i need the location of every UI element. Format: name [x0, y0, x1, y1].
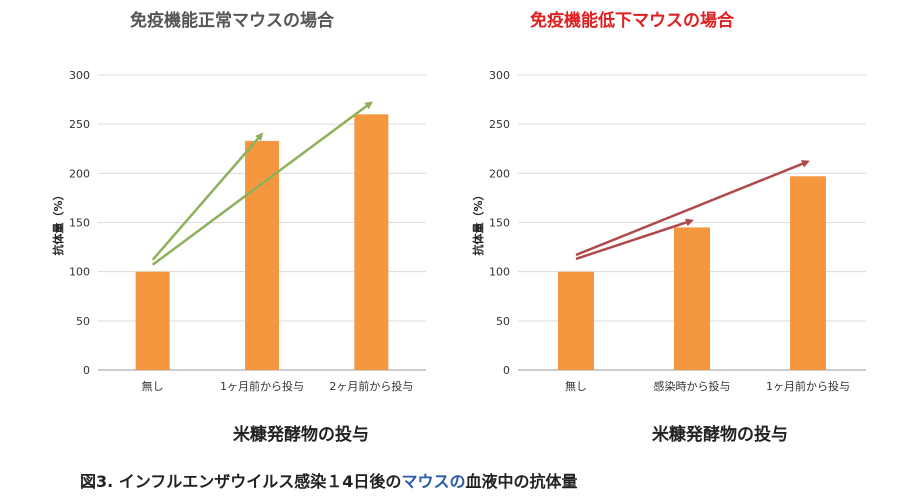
chart-0-bar	[135, 271, 170, 370]
chart-0-y-tick-label: 100	[69, 266, 90, 279]
chart-1-y-tick-label: 250	[489, 118, 510, 131]
caption-highlight: マウスの	[401, 472, 466, 491]
chart-1-x-tick-label: 感染時から投与	[654, 379, 731, 393]
left-chart-title: 免疫機能正常マウスの場合	[130, 11, 334, 31]
chart-1-trend-arrow	[575, 218, 694, 261]
figure-caption: 図3. インフルエンザウイルス感染１4日後のマウスの血液中の抗体量	[80, 468, 577, 492]
right-chart: 0 50 100 150 200 250 300 抗体量（%） 無し 感染時から投与 1ヶ月前から投…	[471, 69, 866, 393]
chart-0-x-tick-label: 無し	[142, 379, 164, 393]
chart-1-y-tick-label: 0	[503, 364, 510, 377]
chart-1-bar	[674, 227, 710, 370]
chart-0-y-tick-label: 250	[69, 118, 90, 131]
left-chart: 0 50 100 150 200 250 300 抗体量（%） 無し 1ヶ月前から投与 2ヶ月前から…	[51, 69, 426, 393]
chart-0-bar	[245, 140, 279, 370]
chart-1-bar	[558, 271, 594, 370]
chart-1-bar	[790, 176, 826, 370]
chart-0-y-tick-label: 0	[83, 364, 90, 377]
chart-1-y-tick-label: 200	[489, 167, 510, 180]
left-x-axis-label: 米糠発酵物の投与	[233, 425, 369, 445]
chart-0-y-tick-label: 300	[69, 69, 90, 82]
chart-0-x-tick-label: 1ヶ月前から投与	[220, 379, 304, 393]
chart-0-x-tick-label: 2ヶ月前から投与	[329, 379, 413, 393]
chart-1-y-tick-label: 100	[489, 266, 510, 279]
caption-part-2: 血液中の抗体量	[465, 472, 578, 491]
right-x-axis-label: 米糠発酵物の投与	[652, 425, 788, 445]
chart-0-trend-arrow	[151, 132, 264, 261]
chart-1-x-tick-label: 1ヶ月前から投与	[766, 379, 850, 393]
chart-1-y-tick-label: 300	[489, 69, 510, 82]
chart-0-y-tick-label: 150	[69, 217, 90, 230]
chart-0-trend-arrow	[151, 101, 373, 266]
chart-1-x-tick-label: 無し	[565, 379, 587, 393]
caption-part-1: 図3. インフルエンザウイルス感染１4日後の	[80, 472, 402, 491]
chart-1-y-axis-label: 抗体量（%）	[471, 189, 485, 255]
chart-0-y-axis-label: 抗体量（%）	[51, 189, 65, 255]
chart-1-trend-arrow	[575, 160, 810, 257]
chart-0-bar	[354, 114, 389, 370]
right-chart-title: 免疫機能低下マウスの場合	[530, 11, 734, 31]
chart-1-y-tick-label: 50	[496, 315, 510, 328]
chart-0-y-tick-label: 50	[76, 315, 90, 328]
chart-1-y-tick-label: 150	[489, 217, 510, 230]
chart-0-y-tick-label: 200	[69, 167, 90, 180]
